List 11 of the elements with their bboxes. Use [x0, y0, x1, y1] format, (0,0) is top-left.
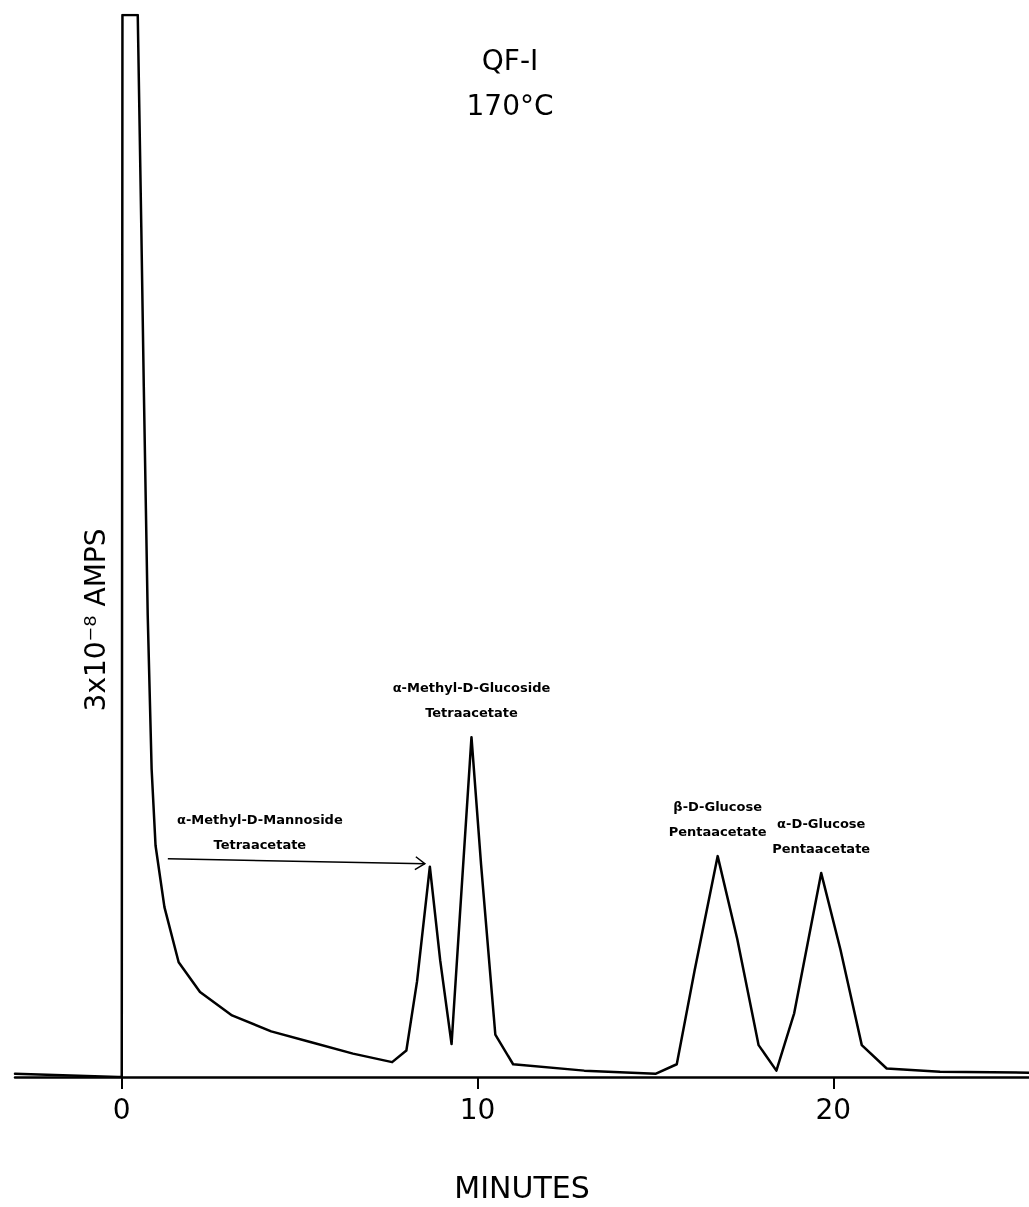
annotation: QF-I [481, 43, 539, 77]
annotation: α-Methyl-D-Glucoside Tetraacetate [392, 680, 551, 721]
x-tick-label: 10 [459, 1092, 496, 1126]
annotation: α-Methyl-D-Mannoside Tetraacetate [176, 811, 343, 852]
y-axis-title: 3x10⁻⁸ AMPS [78, 528, 112, 712]
x-tick-label: 0 [112, 1092, 131, 1126]
annotation: β-D-Glucose Pentaacetate [668, 799, 767, 840]
x-tick-label: 20 [815, 1092, 852, 1126]
annotation: 170°C [466, 88, 554, 122]
annotation: α-D-Glucose Pentaacetate [772, 816, 871, 857]
x-axis-title: MINUTES [454, 1169, 590, 1205]
